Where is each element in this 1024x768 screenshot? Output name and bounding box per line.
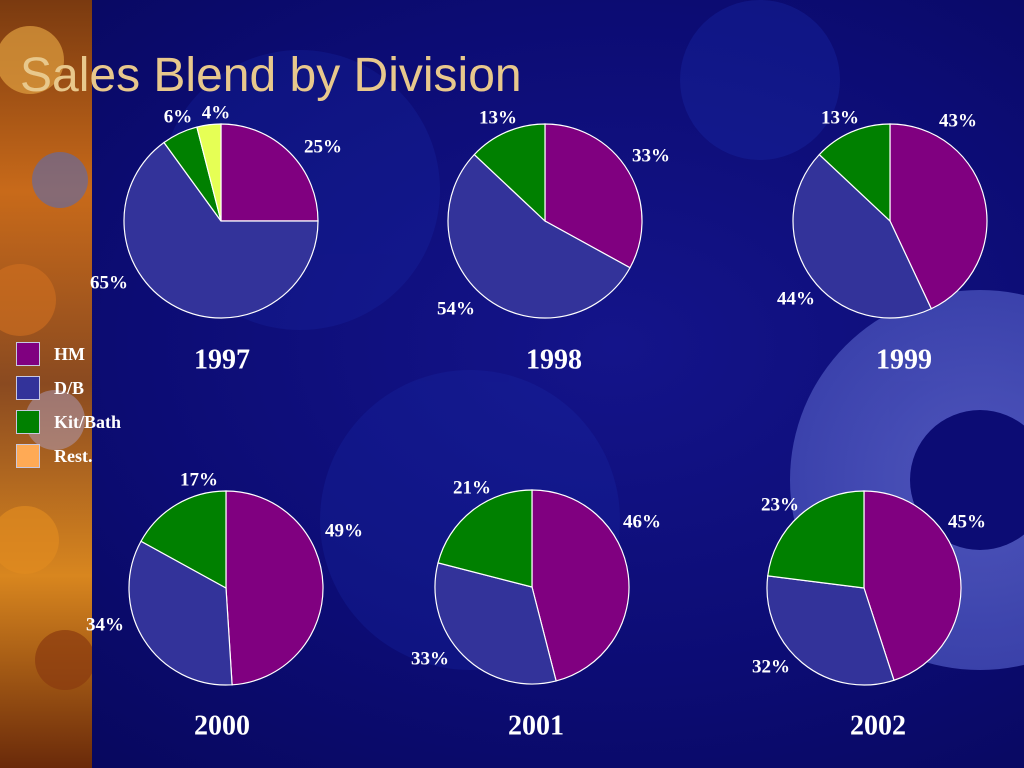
pie-slice-d-b [447,153,631,319]
data-label: 13% [821,107,859,128]
pie-chart-2001: 46% 33% 21% 2001 [411,477,661,741]
pie-slice-hm [225,490,324,686]
data-label: 32% [752,656,790,677]
data-label: 43% [939,110,977,131]
pie-chart-2002: 45% 32% 23% 2002 [752,490,986,741]
data-label: 65% [90,272,128,293]
pie-chart-2000: 49% 34% 17% 2000 [86,469,363,741]
data-label: 45% [948,511,986,532]
pie-chart-1997: 25% 65% 6% 4% 1997 [90,102,342,375]
pie-slice-hm [220,123,319,222]
legend-swatch [16,444,40,468]
chart-year-title: 2002 [850,710,906,741]
pie-slice-kit-bath [437,489,533,588]
legend-swatch [16,410,40,434]
legend-label: Rest. [54,446,93,466]
data-label: 33% [411,648,449,669]
chart-year-title: 2000 [194,710,250,741]
data-label: 13% [479,107,517,128]
pie-slice-hm [544,123,643,269]
pie-slice-d-b [123,141,319,319]
pie-slice-kit-bath [767,490,865,589]
chart-year-title: 1999 [876,344,932,375]
pie-chart-1999: 43% 44% 13% 1999 [777,107,988,375]
data-label: 54% [437,298,475,319]
slide-title: Sales Blend by Division [20,49,522,102]
pie-slice-kit-bath [473,123,546,223]
pie-slice-kit-bath [818,123,891,223]
data-label: 23% [761,494,799,515]
legend-swatch [16,342,40,366]
pie-slice-d-b [792,153,933,319]
legend-label: Kit/Bath [54,412,122,432]
pie-slice-d-b [434,562,557,685]
legend-label: D/B [54,378,85,398]
chart-year-title: 2001 [508,710,564,741]
data-label: 17% [180,469,218,490]
legend-label: HM [54,344,85,364]
pie-slice-kit-bath [140,490,227,590]
pie-slice-d-b [766,575,895,686]
pie-slice-hm [863,490,962,682]
decorative-left-strip [0,0,92,768]
data-label: 25% [304,136,342,157]
pie-slice-hm [889,123,988,310]
legend-swatch [16,376,40,400]
data-label: 6% [164,106,193,127]
chart-year-title: 1997 [194,344,250,375]
data-label: 21% [453,477,491,498]
pie-slice-hm [531,489,630,682]
data-label: 34% [86,614,124,635]
data-label: 4% [202,102,231,123]
pie-chart-1998: 33% 54% 13% 1998 [437,107,670,375]
data-label: 44% [777,288,815,309]
chart-year-title: 1998 [526,344,582,375]
gear-top-right [680,0,840,160]
data-label: 46% [623,511,661,532]
data-label: 33% [632,145,670,166]
data-label: 49% [325,520,363,541]
pie-slice-rest [196,123,222,222]
